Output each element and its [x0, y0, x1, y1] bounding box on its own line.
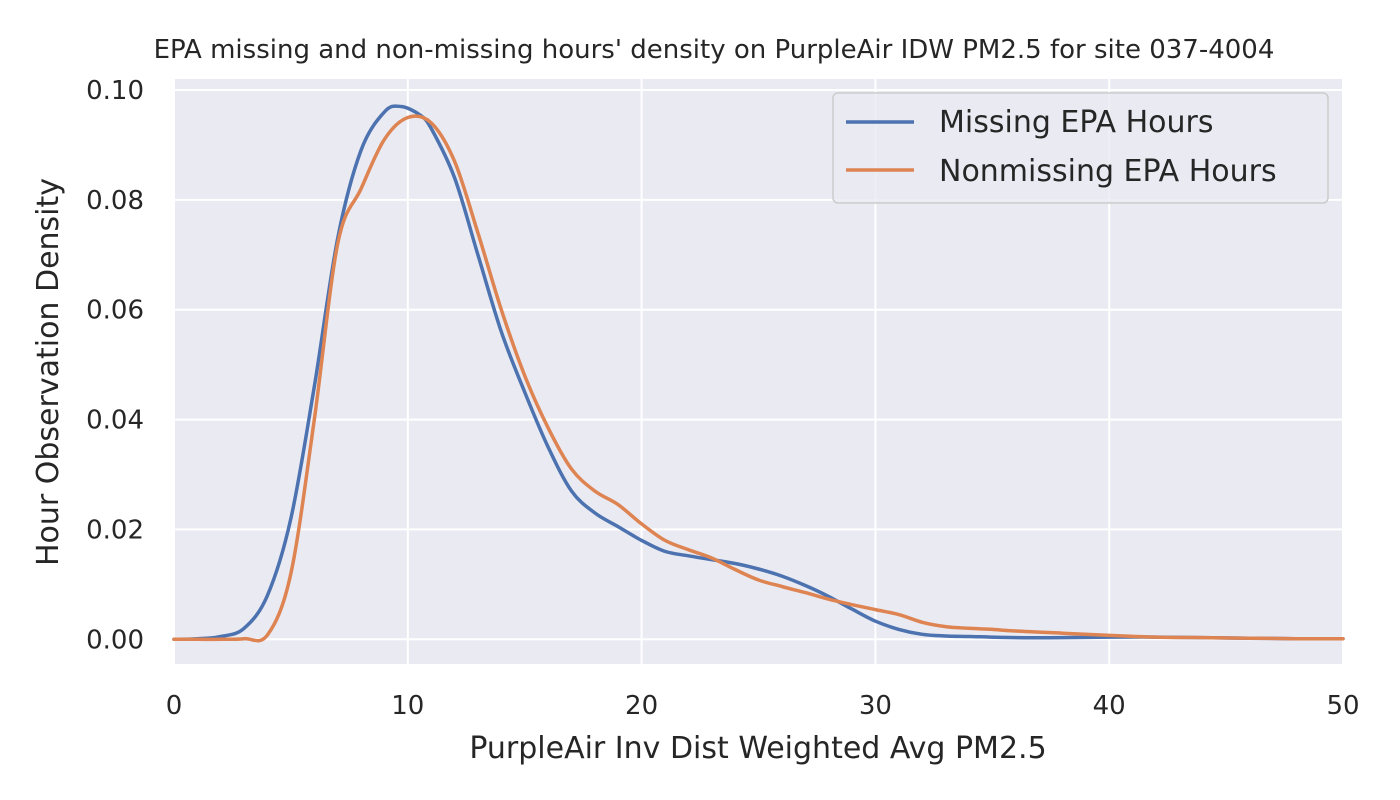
y-tick-label: 0.04: [86, 406, 144, 436]
x-tick-label: 0: [166, 691, 183, 721]
legend-box: [832, 92, 1329, 204]
series-lines: [172, 104, 1345, 643]
y-axis-label: Hour Observation Density: [31, 178, 66, 566]
x-tick-label: 40: [1093, 691, 1126, 721]
x-tick-label: 20: [625, 691, 658, 721]
y-tick-label: 0.06: [86, 296, 144, 326]
legend-label-nonmissing: Nonmissing EPA Hours: [939, 154, 1277, 189]
x-axis-label: PurpleAir Inv Dist Weighted Avg PM2.5: [469, 731, 1046, 766]
chart-title: EPA missing and non-missing hours' densi…: [154, 35, 1275, 65]
y-tick-label: 0.10: [86, 76, 144, 106]
tick-labels: 0 10 20 30 40 50 0.00 0.02 0.04 0.06 0.08 0.10: [86, 76, 1359, 721]
legend-label-missing: Missing EPA Hours: [939, 105, 1213, 140]
x-tick-label: 50: [1326, 691, 1359, 721]
x-tick-label: 10: [391, 691, 424, 721]
y-tick-label: 0.00: [86, 625, 144, 655]
legend: Missing EPA Hours Nonmissing EPA Hours: [832, 92, 1329, 204]
series-line-nonmissing: [172, 114, 1345, 643]
y-tick-label: 0.08: [86, 186, 144, 216]
y-tick-label: 0.02: [86, 515, 144, 545]
x-tick-label: 30: [859, 691, 892, 721]
